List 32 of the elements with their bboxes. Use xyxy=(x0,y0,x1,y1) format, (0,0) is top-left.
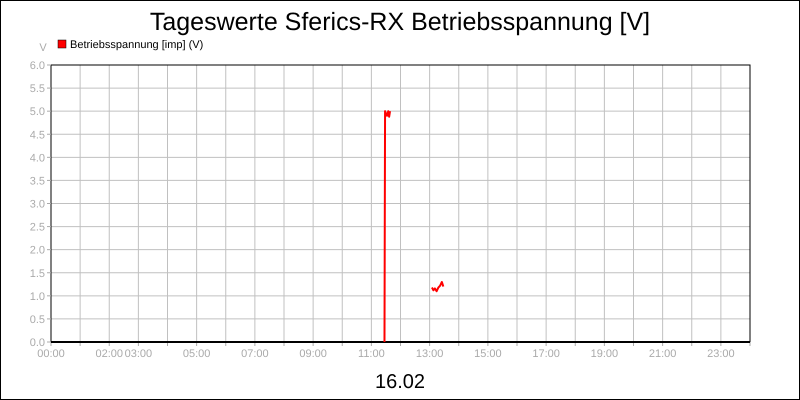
x-tick-label: 15:00 xyxy=(474,348,502,360)
x-tick-label: 00:00 xyxy=(37,348,65,360)
x-tick-label: 03:00 xyxy=(124,348,152,360)
x-tick-label: 13:00 xyxy=(416,348,444,360)
y-tick-label: 0.5 xyxy=(30,314,45,326)
x-tick-label: 19:00 xyxy=(590,348,618,360)
y-tick-label: 4.5 xyxy=(30,129,45,142)
line-series xyxy=(430,280,444,292)
y-tick-label: 4.0 xyxy=(30,152,45,164)
x-tick-label: 17:00 xyxy=(532,348,560,360)
x-tick-label: 23:00 xyxy=(707,348,735,360)
y-tick-label: 1.0 xyxy=(30,290,45,303)
y-tick-label: 2.0 xyxy=(30,244,45,257)
x-tick-label: 02:00 xyxy=(95,348,124,360)
y-axis-title: V xyxy=(39,42,48,54)
x-tick-label: 07:00 xyxy=(241,348,269,360)
chart-title: Tageswerte Sferics-RX Betriebsspannung [V] xyxy=(150,8,650,36)
line-series xyxy=(383,110,392,343)
y-tick-label: 3.5 xyxy=(30,175,45,188)
x-axis-title: 16.02 xyxy=(374,371,426,393)
x-tick-label: 09:00 xyxy=(299,348,327,360)
y-tick-label: 5.5 xyxy=(30,83,45,96)
y-tick-label: 2.5 xyxy=(30,222,45,234)
x-tick-label: 11:00 xyxy=(358,348,385,360)
legend-label: Betriebsspannung [imp] (V) xyxy=(70,39,204,51)
y-tick-label: 6.0 xyxy=(30,60,45,72)
y-tick-label: 1.5 xyxy=(30,268,45,280)
y-tick-label: 0.0 xyxy=(30,337,45,349)
x-tick-label: 21:00 xyxy=(648,348,676,360)
y-tick-label: 5.0 xyxy=(30,106,45,118)
y-tick-label: 3.0 xyxy=(30,198,45,210)
x-tick-label: 05:00 xyxy=(182,348,210,360)
